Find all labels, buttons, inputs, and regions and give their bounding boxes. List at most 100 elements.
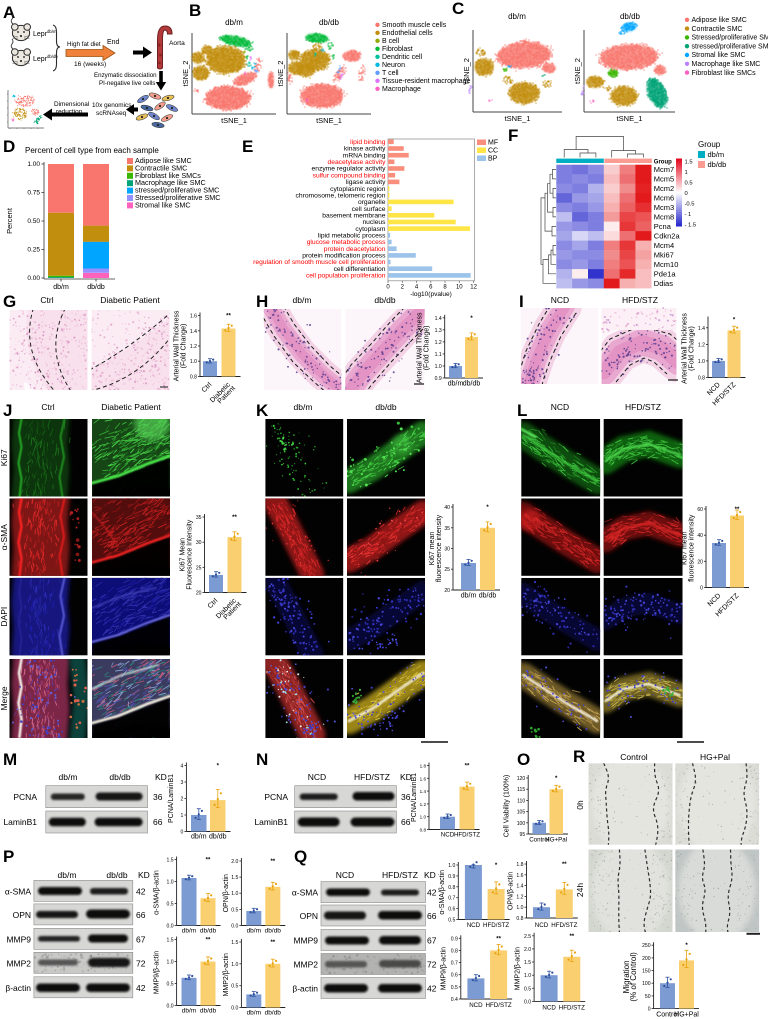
svg-text:20: 20 — [697, 559, 703, 565]
svg-text:Ki67 mean: Ki67 mean — [429, 532, 436, 566]
svg-text:1.5: 1.5 — [231, 875, 238, 881]
svg-text:0.5: 0.5 — [231, 907, 238, 913]
svg-text:db/db: db/db — [106, 870, 128, 880]
svg-text:NCD: NCD — [467, 922, 481, 929]
svg-text:HFD/STZ: HFD/STZ — [382, 870, 418, 880]
svg-text:1.4: 1.4 — [516, 884, 523, 890]
svg-text:PI-negative live cells: PI-negative live cells — [99, 80, 155, 87]
svg-text:0.5: 0.5 — [448, 918, 455, 924]
svg-text:*: * — [733, 318, 736, 324]
svg-text:0.5: 0.5 — [167, 902, 174, 908]
svg-text:HFD/STZ: HFD/STZ — [483, 922, 509, 929]
svg-text:95: 95 — [520, 832, 526, 838]
svg-text:db/db: db/db — [479, 593, 497, 600]
svg-text:stressed/proliferative SMC: stressed/proliferative SMC — [692, 43, 768, 50]
svg-text:cell differentiation: cell differentiation — [334, 266, 386, 273]
svg-text:12: 12 — [470, 285, 477, 291]
svg-text:66: 66 — [427, 911, 437, 921]
svg-text:BP: BP — [488, 156, 498, 163]
svg-text:-log10(pvalue): -log10(pvalue) — [410, 291, 452, 298]
svg-text:Fibroblast like SMCs: Fibroblast like SMCs — [135, 171, 201, 180]
svg-text:Ctrl: Ctrl — [201, 381, 214, 394]
svg-text:*: * — [495, 863, 498, 869]
svg-text:(Fold Change): (Fold Change) — [181, 324, 188, 369]
svg-text:1.4: 1.4 — [698, 326, 705, 332]
svg-text:250: 250 — [642, 943, 651, 949]
svg-text:db/m: db/m — [191, 834, 207, 841]
svg-text:Pde1a: Pde1a — [654, 269, 677, 278]
svg-text:Fibroblast like SMCs: Fibroblast like SMCs — [692, 70, 757, 77]
svg-text:(Fold Change): (Fold Change) — [689, 326, 696, 371]
svg-text:tSNE_1: tSNE_1 — [617, 114, 643, 123]
svg-text:lipid binding: lipid binding — [350, 139, 386, 146]
svg-text:db/m: db/m — [448, 381, 464, 388]
svg-text:α-SMA: α-SMA — [0, 524, 9, 550]
svg-text:Stressed/proliferative SMC: Stressed/proliferative SMC — [135, 193, 220, 202]
svg-text:db/m: db/m — [247, 1010, 261, 1017]
svg-text:1.0: 1.0 — [516, 905, 523, 911]
svg-text:**: ** — [735, 507, 740, 513]
svg-text:MMP2/β-actin: MMP2/β-actin — [223, 953, 230, 996]
svg-text:36: 36 — [401, 792, 411, 802]
svg-text:basement membrane: basement membrane — [322, 213, 385, 220]
svg-text:sulfur compound binding: sulfur compound binding — [313, 172, 386, 179]
svg-text:(Fold Change): (Fold Change) — [424, 326, 431, 371]
svg-text:OPN: OPN — [300, 911, 318, 921]
svg-text:1.4: 1.4 — [420, 789, 427, 794]
svg-text:50: 50 — [645, 994, 651, 1000]
svg-text:MMP9/β-actin: MMP9/β-actin — [154, 951, 161, 994]
svg-text:120: 120 — [517, 776, 526, 782]
svg-text:0.50: 0.50 — [27, 218, 40, 225]
svg-text:protein modification process: protein modification process — [302, 253, 386, 260]
svg-text:1.2: 1.2 — [435, 340, 442, 346]
svg-text:HFD/STZ: HFD/STZ — [454, 832, 480, 839]
svg-text:10x genomics: 10x genomics — [92, 102, 131, 109]
svg-text:**: ** — [206, 938, 211, 944]
svg-text:0.8: 0.8 — [420, 828, 427, 833]
svg-text:16 (weeks): 16 (weeks) — [74, 61, 106, 68]
svg-text:1.4: 1.4 — [190, 329, 197, 335]
svg-text:tSNE_2: tSNE_2 — [276, 61, 285, 87]
svg-text:Q: Q — [294, 847, 307, 866]
svg-text:CC: CC — [488, 148, 498, 155]
svg-text:1.5: 1.5 — [167, 938, 174, 944]
svg-text:0: 0 — [685, 191, 688, 197]
svg-text:β-actin: β-actin — [5, 983, 31, 993]
svg-text:20: 20 — [196, 591, 202, 597]
svg-text:A: A — [3, 3, 15, 22]
svg-text:1: 1 — [181, 813, 184, 819]
svg-text:db/m: db/m — [508, 12, 526, 21]
svg-text:66: 66 — [153, 817, 163, 827]
svg-text:1.6: 1.6 — [516, 873, 523, 879]
svg-text:α-SMA: α-SMA — [292, 888, 318, 898]
svg-text:**: ** — [496, 936, 501, 942]
svg-text:db/m: db/m — [59, 772, 78, 782]
svg-text:KD: KD — [400, 772, 412, 782]
svg-text:Contractile SMC: Contractile SMC — [135, 163, 187, 172]
svg-text:*: * — [555, 776, 558, 782]
svg-text:α-SMA: α-SMA — [5, 886, 31, 896]
svg-text:42: 42 — [136, 983, 146, 993]
svg-text:deacetylase activity: deacetylase activity — [328, 159, 387, 166]
svg-text:Enzymatic dissociation: Enzymatic dissociation — [94, 72, 157, 79]
svg-text:Migration: Migration — [622, 960, 631, 993]
svg-text:Dimensional: Dimensional — [54, 101, 89, 108]
svg-text:**: ** — [562, 862, 567, 868]
svg-text:1.5: 1.5 — [524, 960, 531, 966]
svg-text:Ctrl: Ctrl — [40, 295, 53, 305]
svg-text:OPN/β-actin: OPN/β-actin — [223, 874, 230, 912]
svg-text:enzyme regulator activity: enzyme regulator activity — [312, 166, 387, 173]
svg-text:Mcm4: Mcm4 — [654, 241, 674, 250]
svg-text:Percent of cell type from each: Percent of cell type from each sample — [25, 146, 159, 155]
svg-text:1.0: 1.0 — [524, 973, 531, 979]
svg-text:Ki67 mean: Ki67 mean — [681, 531, 688, 565]
svg-text:1.0: 1.0 — [231, 962, 238, 968]
svg-text:β-actin: β-actin — [292, 984, 318, 994]
svg-text:100: 100 — [642, 981, 651, 987]
svg-text:0.0: 0.0 — [231, 924, 238, 930]
svg-text:Smooth muscle cells: Smooth muscle cells — [382, 22, 447, 29]
svg-text:NCD: NCD — [469, 1002, 483, 1009]
svg-text:0.5: 0.5 — [685, 181, 693, 187]
svg-text:db/m: db/m — [247, 928, 261, 935]
svg-text:*: * — [470, 316, 473, 322]
